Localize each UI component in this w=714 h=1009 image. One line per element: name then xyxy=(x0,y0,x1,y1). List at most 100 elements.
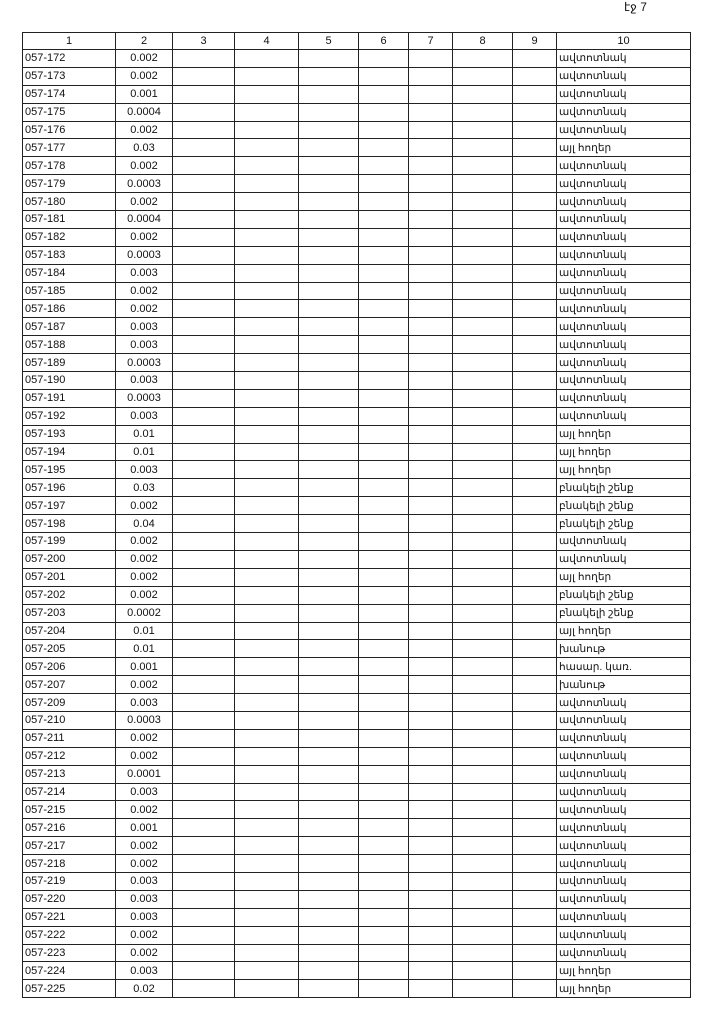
empty-cell xyxy=(172,514,235,534)
land-use-cell: ավտոտնակ xyxy=(556,174,691,194)
land-use-cell: բնակելի շենք xyxy=(556,496,691,516)
empty-cell xyxy=(408,460,453,480)
table-row: 057-174 0.001 ավտոտնակ xyxy=(22,84,691,104)
land-register-table: 1 2 3 4 5 6 7 8 9 10 057-172 0.002 ավտոտնա… xyxy=(22,32,691,999)
empty-cell xyxy=(512,263,557,283)
parcel-code-cell: 057-190 xyxy=(22,371,116,390)
empty-cell xyxy=(512,585,557,605)
table-row: 057-209 0.003 ավտոտնակ xyxy=(22,693,691,712)
land-use-cell: այլ հողեր xyxy=(556,460,691,480)
empty-cell xyxy=(358,49,409,68)
empty-cell xyxy=(234,746,299,766)
empty-cell xyxy=(512,961,557,981)
empty-cell xyxy=(172,120,235,140)
area-cell: 0.002 xyxy=(115,496,173,516)
empty-cell xyxy=(512,943,557,963)
column-header: 6 xyxy=(358,32,409,50)
empty-cell xyxy=(234,871,299,891)
empty-cell xyxy=(512,299,557,319)
empty-cell xyxy=(452,710,513,730)
empty-cell xyxy=(512,335,557,355)
empty-cell xyxy=(234,478,299,498)
empty-cell xyxy=(512,210,557,229)
parcel-code-cell: 057-173 xyxy=(22,66,116,86)
empty-cell xyxy=(172,800,235,820)
parcel-code-cell: 057-192 xyxy=(22,406,116,426)
area-cell: 0.002 xyxy=(115,281,173,301)
area-cell: 0.01 xyxy=(115,424,173,444)
empty-cell xyxy=(452,478,513,498)
table-row: 057-215 0.002 ավտոտնակ xyxy=(22,800,691,820)
empty-cell xyxy=(234,693,299,712)
table-row: 057-175 0.0004 ավտոտնակ xyxy=(22,102,691,122)
empty-cell xyxy=(512,889,557,909)
empty-cell xyxy=(172,710,235,730)
empty-cell xyxy=(452,102,513,122)
parcel-code-cell: 057-175 xyxy=(22,102,116,122)
area-cell: 0.003 xyxy=(115,335,173,355)
area-cell: 0.002 xyxy=(115,120,173,140)
empty-cell xyxy=(452,657,513,677)
empty-cell xyxy=(172,460,235,480)
empty-cell xyxy=(298,639,359,659)
empty-cell xyxy=(172,478,235,498)
land-use-cell: այլ հողեր xyxy=(556,138,691,158)
parcel-code-cell: 057-189 xyxy=(22,353,116,373)
empty-cell xyxy=(408,675,453,695)
empty-cell xyxy=(408,138,453,158)
empty-cell xyxy=(298,549,359,569)
empty-cell xyxy=(298,371,359,390)
empty-cell xyxy=(452,49,513,68)
empty-cell xyxy=(234,84,299,104)
area-cell: 0.01 xyxy=(115,442,173,462)
parcel-code-cell: 057-221 xyxy=(22,907,116,927)
empty-cell xyxy=(234,192,299,212)
table-row: 057-192 0.003 ավտոտնակ xyxy=(22,406,691,426)
column-header: 1 xyxy=(22,32,116,50)
empty-cell xyxy=(512,66,557,86)
empty-cell xyxy=(172,138,235,158)
area-cell: 0.003 xyxy=(115,871,173,891)
empty-cell xyxy=(408,442,453,462)
parcel-code-cell: 057-213 xyxy=(22,764,116,784)
empty-cell xyxy=(408,549,453,569)
area-cell: 0.04 xyxy=(115,514,173,534)
empty-cell xyxy=(512,120,557,140)
land-use-cell: ավտոտնակ xyxy=(556,120,691,140)
land-use-cell: ավտոտնակ xyxy=(556,406,691,426)
parcel-code-cell: 057-209 xyxy=(22,693,116,712)
empty-cell xyxy=(234,889,299,909)
area-cell: 0.001 xyxy=(115,84,173,104)
empty-cell xyxy=(298,907,359,927)
empty-cell xyxy=(408,961,453,981)
empty-cell xyxy=(234,102,299,122)
land-use-cell: ավտոտնակ xyxy=(556,871,691,891)
area-cell: 0.002 xyxy=(115,299,173,319)
empty-cell xyxy=(298,156,359,176)
empty-cell xyxy=(172,728,235,748)
empty-cell xyxy=(408,603,453,623)
empty-cell xyxy=(452,424,513,444)
land-use-cell: այլ հողեր xyxy=(556,567,691,587)
table-row: 057-207 0.002 խանութ xyxy=(22,675,691,695)
empty-cell xyxy=(452,460,513,480)
empty-cell xyxy=(234,532,299,551)
table-row: 057-204 0.01 այլ հողեր xyxy=(22,621,691,641)
table-row: 057-183 0.0003 ավտոտնակ xyxy=(22,245,691,265)
table-row: 057-193 0.01 այլ հողեր xyxy=(22,424,691,444)
empty-cell xyxy=(172,693,235,712)
empty-cell xyxy=(358,478,409,498)
parcel-code-cell: 057-214 xyxy=(22,782,116,802)
land-use-cell: ավտոտնակ xyxy=(556,818,691,838)
parcel-code-cell: 057-186 xyxy=(22,299,116,319)
empty-cell xyxy=(408,782,453,802)
empty-cell xyxy=(172,371,235,390)
empty-cell xyxy=(358,639,409,659)
empty-cell xyxy=(358,764,409,784)
empty-cell xyxy=(358,800,409,820)
empty-cell xyxy=(408,353,453,373)
empty-cell xyxy=(172,871,235,891)
empty-cell xyxy=(358,854,409,873)
empty-cell xyxy=(172,961,235,981)
land-use-cell: բնակելի շենք xyxy=(556,585,691,605)
